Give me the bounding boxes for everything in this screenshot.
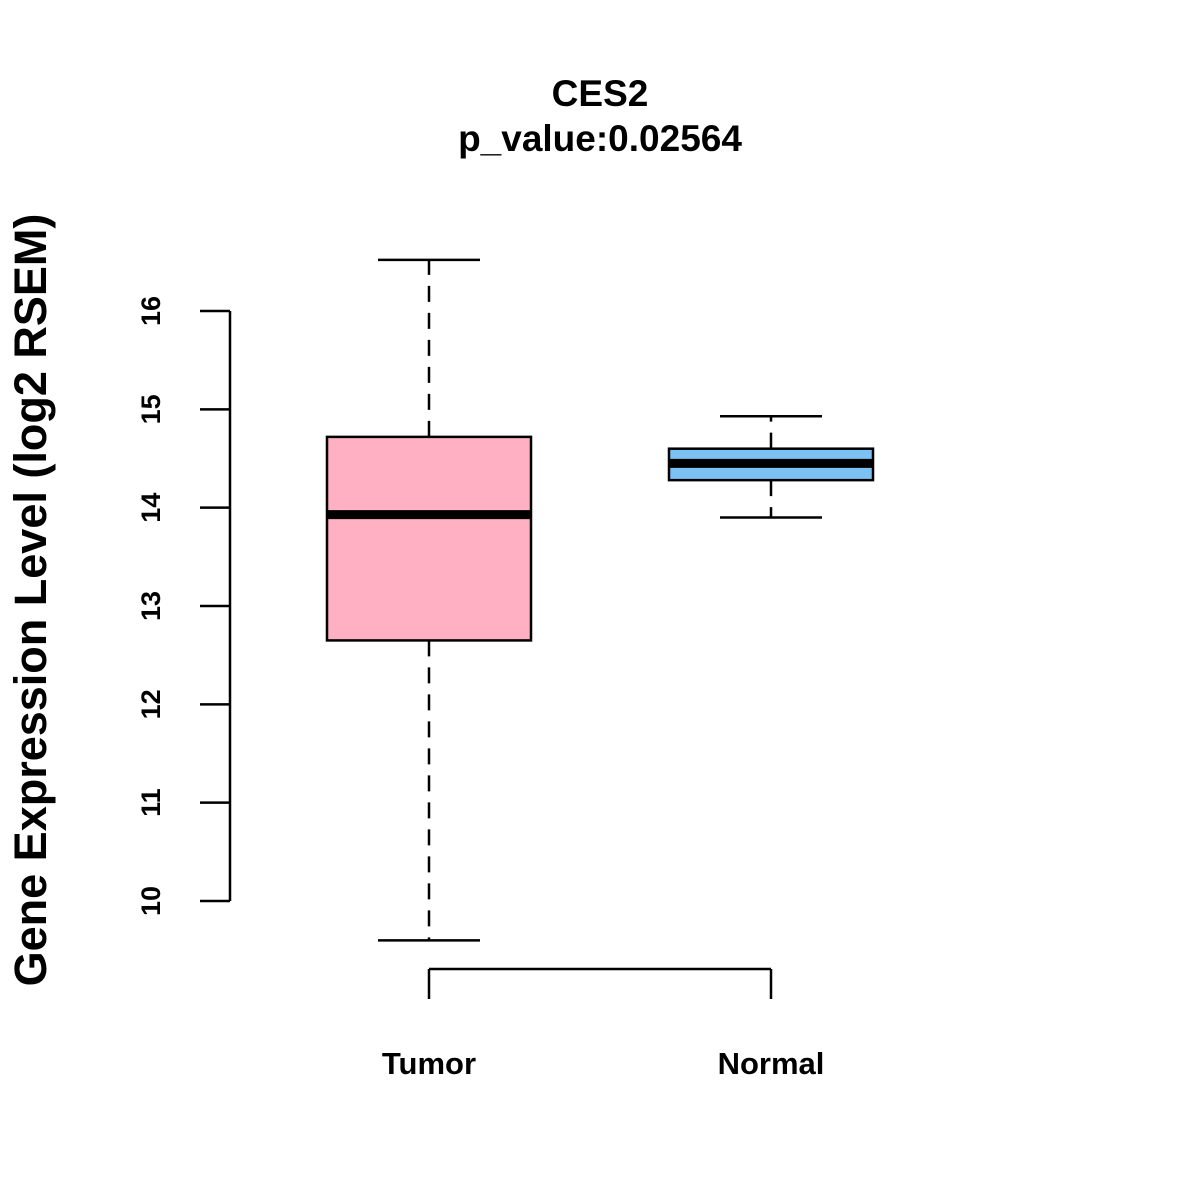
y-axis: 10 11 12 13 14 15 16 xyxy=(136,296,232,916)
y-tick-label: 13 xyxy=(136,591,166,621)
boxes xyxy=(325,258,875,942)
y-tick-label: 16 xyxy=(136,296,166,326)
x-tick-label-normal: Normal xyxy=(718,1046,825,1081)
y-tick-label: 12 xyxy=(136,689,166,719)
chart-subtitle: p_value:0.02564 xyxy=(458,118,742,159)
chart-title: CES2 xyxy=(552,73,649,114)
y-axis-title: Gene Expression Level (log2 RSEM) xyxy=(5,214,56,987)
x-axis: Tumor Normal xyxy=(382,967,825,1081)
x-tick-label-tumor: Tumor xyxy=(382,1046,476,1081)
y-tick-label: 15 xyxy=(136,394,166,424)
y-tick-label: 11 xyxy=(136,788,166,817)
y-tick-label: 14 xyxy=(136,493,166,523)
y-tick-label: 10 xyxy=(136,886,166,916)
tumor-box xyxy=(325,435,533,642)
